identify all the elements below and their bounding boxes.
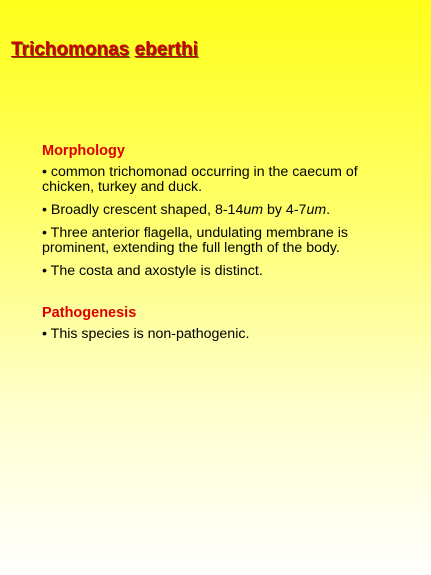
morphology-heading: Morphology	[42, 143, 125, 159]
shape-suffix: .	[326, 202, 331, 218]
slide-content: Morphology • common trichomonad occurrin…	[42, 142, 392, 350]
shape-prefix: • Broadly crescent shaped, 8-14	[42, 202, 244, 218]
shape-unit-2: um	[306, 202, 327, 218]
pathogenesis-heading: Pathogenesis	[42, 305, 137, 321]
slide-title: Trichomonas eberthi	[11, 39, 198, 61]
morphology-bullet-shape: • Broadly crescent shaped, 8-14um by 4-7…	[42, 203, 392, 218]
shape-middle: by 4-7	[263, 202, 307, 218]
morphology-bullet-costa: • The costa and axostyle is distinct.	[42, 263, 263, 279]
title-species: eberthi	[134, 39, 198, 60]
section-gap	[42, 287, 392, 304]
morphology-bullet-habitat: • common trichomonad occurring in the ca…	[42, 164, 358, 195]
shape-unit-1: um	[243, 202, 264, 218]
pathogenesis-bullet: • This species is non-pathogenic.	[42, 326, 250, 342]
title-genus: Trichomonas	[11, 39, 130, 60]
morphology-bullet-flagella: • Three anterior flagella, undulating me…	[42, 225, 348, 256]
